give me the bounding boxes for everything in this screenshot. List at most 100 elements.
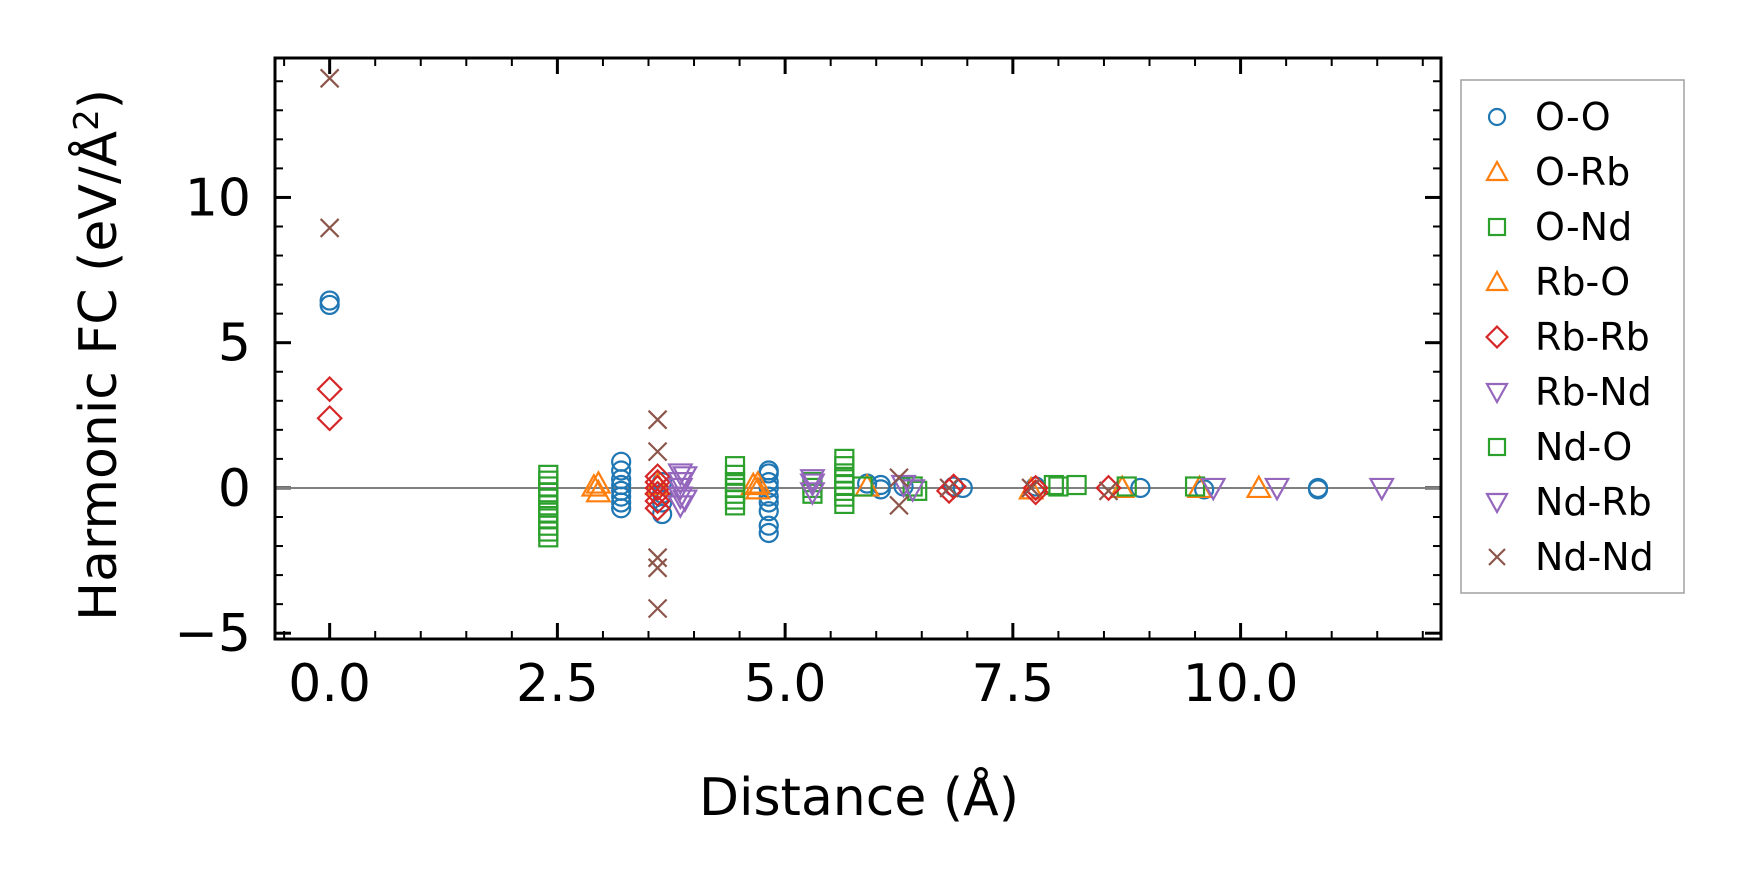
x-axis-label: Distance (Å) [699, 766, 1019, 828]
legend-marker-nd-nd [1488, 548, 1506, 566]
point-nd-nd [647, 409, 668, 430]
point-nd-nd [647, 441, 668, 462]
legend-marker-rb-nd [1485, 382, 1509, 405]
point-o-nd [538, 508, 559, 529]
legend-label-rb-nd: Rb-Nd [1535, 370, 1652, 414]
point-o-rb [740, 471, 767, 496]
point-o-o [1130, 477, 1151, 499]
legend-label-nd-nd: Nd-Nd [1535, 535, 1654, 579]
point-rb-rb [644, 480, 671, 508]
y-axis-label-superscript: 2 [67, 109, 107, 131]
y-tick-label: 10 [185, 168, 251, 228]
point-nd-nd [939, 478, 959, 498]
major-ticks [275, 58, 1441, 639]
y-tick-label: −5 [174, 604, 251, 664]
point-nd-nd [1098, 481, 1119, 501]
point-o-nd [538, 482, 559, 503]
y-axis-label-close: ) [69, 89, 129, 109]
x-tick-label: 10.0 [1183, 654, 1299, 714]
point-rb-rb [644, 495, 671, 522]
y-axis-label: Harmonic FC (eV/Å2) [67, 89, 129, 621]
point-rb-nd [1368, 477, 1395, 502]
point-o-o [611, 486, 632, 507]
point-rb-nd [799, 473, 826, 498]
point-rb-nd [667, 495, 694, 519]
point-rb-nd [1263, 477, 1291, 502]
point-nd-nd [319, 218, 340, 238]
point-rb-nd [890, 474, 917, 499]
point-o-o [758, 501, 779, 522]
point-o-o [1307, 477, 1329, 499]
point-rb-o [744, 470, 771, 494]
point-nd-o [1048, 476, 1069, 497]
point-o-o [611, 460, 632, 481]
point-rb-nd [799, 482, 826, 506]
point-o-o [758, 463, 779, 484]
data-points [316, 68, 1395, 619]
point-rb-nd [899, 479, 926, 503]
point-o-rb [1245, 474, 1272, 499]
point-o-nd [538, 476, 559, 497]
minor-ticks [275, 58, 1441, 639]
legend-label-nd-o: Nd-O [1535, 425, 1632, 469]
point-nd-nd [889, 495, 909, 516]
y-tick-label: 0 [218, 459, 251, 519]
y-axis-label-main: Harmonic FC (eV/Å [67, 130, 129, 621]
point-o-nd [538, 527, 559, 548]
point-o-nd [1184, 476, 1206, 497]
legend-label-o-rb: O-Rb [1535, 150, 1630, 194]
point-nd-nd [889, 467, 909, 488]
legend-label-rb-rb: Rb-Rb [1535, 315, 1650, 359]
point-nd-rb [671, 466, 699, 490]
point-o-nd [1066, 474, 1087, 496]
point-o-o [943, 476, 964, 497]
y-tick-label: 5 [218, 314, 251, 374]
legend-label-o-nd: O-Nd [1535, 205, 1632, 249]
point-nd-nd [647, 547, 668, 568]
axes-frame [273, 56, 1443, 641]
legend-marker-o-nd [1487, 217, 1507, 237]
point-o-nd [834, 486, 855, 507]
point-o-nd [834, 480, 855, 501]
point-o-rb [1109, 474, 1136, 499]
legend-marker-rb-o [1485, 269, 1509, 292]
point-o-nd [538, 515, 559, 536]
point-nd-nd [647, 598, 668, 619]
point-rb-rb [644, 487, 671, 515]
point-o-nd [834, 456, 855, 477]
point-rb-rb [935, 477, 963, 505]
legend-label-nd-rb: Nd-Rb [1535, 480, 1652, 524]
legend-label-rb-o: Rb-O [1535, 260, 1630, 304]
point-o-o [611, 492, 632, 513]
point-rb-nd [1200, 477, 1227, 502]
legend-marker-rb-rb [1485, 325, 1509, 349]
point-rb-rb [316, 375, 343, 403]
point-o-nd [724, 495, 746, 516]
point-nd-o [852, 476, 873, 497]
point-rb-nd [667, 472, 694, 496]
point-o-o [319, 294, 340, 316]
point-o-nd [538, 495, 559, 516]
point-o-o [758, 515, 779, 536]
point-nd-rb [799, 469, 826, 493]
point-o-rb [585, 478, 612, 503]
point-rb-rb [316, 404, 343, 432]
point-rb-rb [644, 474, 671, 502]
point-o-rb [744, 475, 771, 500]
legend: O-O O-Rb O-Nd Rb-O Rb-Rb Rb-Nd Nd-O Nd-Rb Nd-Nd [1460, 79, 1685, 594]
point-o-nd [538, 521, 559, 542]
point-o-nd [834, 474, 855, 496]
point-rb-nd [667, 463, 694, 487]
legend-marker-nd-o [1487, 437, 1507, 457]
point-o-nd [834, 493, 855, 515]
point-rb-o [580, 472, 607, 497]
point-nd-nd [1021, 478, 1041, 498]
legend-marker-nd-rb [1485, 492, 1509, 515]
x-tick-label: 2.5 [516, 654, 599, 714]
x-tick-label: 5.0 [744, 654, 827, 714]
point-nd-rb [671, 489, 699, 514]
point-o-nd [538, 464, 559, 485]
point-o-o [870, 474, 891, 496]
point-nd-nd [647, 558, 668, 578]
